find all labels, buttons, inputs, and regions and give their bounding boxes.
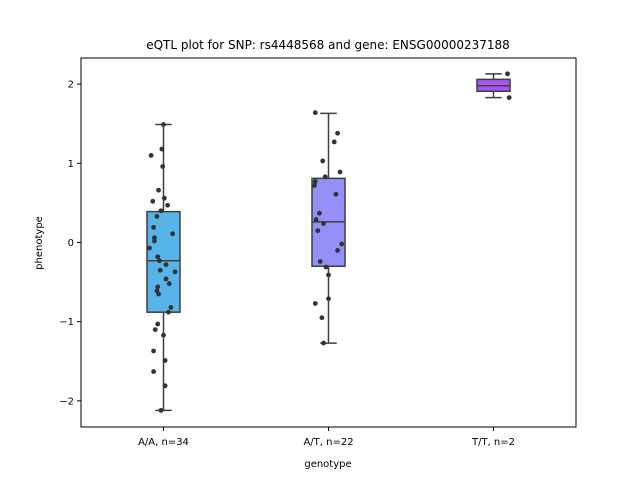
data-point — [162, 383, 168, 389]
x-axis-label: genotype — [304, 459, 351, 470]
data-point — [155, 321, 161, 327]
data-point — [331, 139, 337, 145]
x-tick-label: T/T, n=2 — [471, 437, 515, 448]
data-point — [148, 152, 154, 158]
y-axis-label: phenotype — [34, 216, 45, 270]
data-point — [320, 158, 326, 164]
data-point — [166, 281, 172, 287]
data-point — [333, 191, 339, 197]
data-point — [150, 198, 156, 204]
x-axis: A/A, n=34 A/T, n=22 T/T, n=2 — [138, 427, 515, 448]
data-point — [313, 217, 319, 222]
data-point — [158, 208, 164, 214]
data-point — [152, 327, 158, 333]
data-point — [158, 407, 164, 413]
data-point — [151, 225, 157, 230]
y-axis: 2 1 0 −1 −2 — [59, 80, 81, 407]
data-point — [154, 213, 160, 219]
data-point — [312, 183, 317, 188]
data-point — [319, 315, 325, 321]
data-point — [155, 254, 161, 260]
data-point — [315, 228, 321, 234]
data-point — [317, 210, 322, 216]
data-point — [312, 301, 318, 306]
data-point — [168, 305, 174, 310]
data-point — [147, 245, 152, 251]
y-tick-label: −1 — [59, 317, 74, 328]
data-point — [159, 146, 165, 152]
data-point — [161, 122, 166, 127]
data-point — [337, 169, 343, 175]
data-point — [163, 262, 169, 268]
data-point — [322, 174, 328, 180]
data-point — [156, 258, 162, 264]
data-point — [170, 231, 175, 237]
data-point — [156, 187, 161, 193]
data-point — [160, 164, 166, 169]
data-point — [161, 195, 167, 201]
data-point — [326, 296, 331, 302]
data-point — [151, 348, 157, 354]
y-tick-label: 2 — [68, 80, 74, 91]
data-point — [317, 259, 323, 264]
data-point — [156, 291, 161, 297]
data-point — [162, 358, 168, 363]
data-point — [335, 130, 340, 136]
data-point — [172, 269, 178, 275]
y-tick-label: 0 — [68, 238, 74, 249]
data-point — [161, 332, 166, 338]
data-point — [321, 221, 326, 226]
data-point — [335, 248, 340, 253]
data-point — [165, 202, 171, 208]
data-point — [321, 340, 326, 346]
y-tick-label: 1 — [68, 159, 74, 170]
data-point — [151, 369, 157, 374]
data-point — [323, 264, 329, 270]
data-point — [166, 309, 171, 315]
data-point — [326, 272, 331, 278]
x-tick-label: A/A, n=34 — [138, 437, 189, 448]
data-point — [157, 267, 163, 273]
data-point — [339, 241, 345, 247]
data-point — [505, 71, 510, 77]
data-point — [312, 179, 318, 184]
x-tick-label: A/T, n=22 — [303, 437, 353, 448]
plot-area — [146, 71, 512, 413]
chart-title: eQTL plot for SNP: rs4448568 and gene: E… — [146, 38, 510, 52]
data-point — [152, 238, 157, 244]
data-point — [163, 276, 169, 282]
data-point — [312, 110, 318, 116]
data-point — [506, 95, 512, 100]
data-point — [155, 284, 161, 290]
y-tick-label: −2 — [59, 396, 74, 407]
